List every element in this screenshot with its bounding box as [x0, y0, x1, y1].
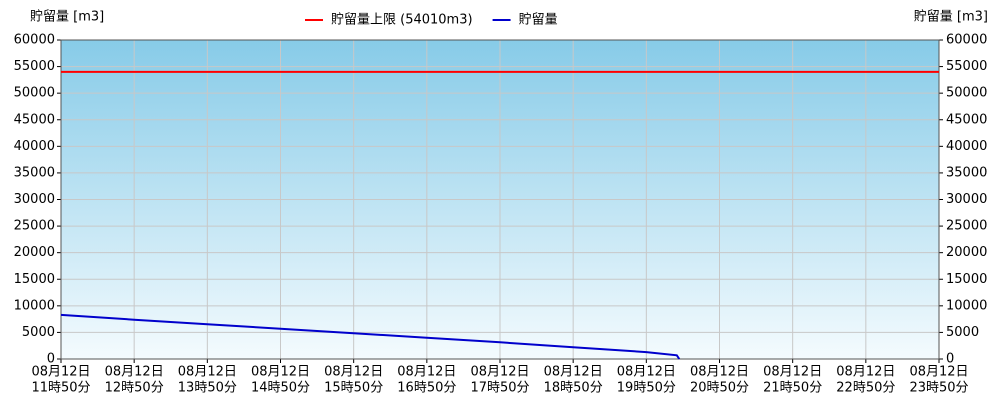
x-tick-label: 11時50分 [31, 381, 90, 396]
x-tick-label: 21時50分 [763, 381, 822, 396]
x-tick-label: 08月12日 [178, 365, 237, 380]
y-tick-label: 50000 [14, 86, 55, 101]
y2-tick-label: 45000 [946, 112, 987, 127]
y2-axis-title: 貯留量 [m3] [914, 10, 988, 25]
y-tick-label: 20000 [14, 245, 55, 260]
x-tick-label: 08月12日 [909, 365, 968, 380]
y2-tick-label: 25000 [946, 219, 987, 234]
y-tick-label: 25000 [14, 219, 55, 234]
y2-tick-label: 5000 [946, 325, 979, 340]
y-tick-label: 45000 [14, 112, 55, 127]
y2-tick-label: 10000 [946, 298, 987, 313]
plot-frame [60, 39, 940, 360]
x-tick-label: 12時50分 [105, 381, 164, 396]
x-tick-label: 08月12日 [763, 365, 822, 380]
y2-tick-label: 20000 [946, 245, 987, 260]
x-tick-label: 17時50分 [470, 381, 529, 396]
legend-label: 貯留量 [519, 13, 558, 28]
x-tick-label: 16時50分 [397, 381, 456, 396]
y-tick-label: 55000 [14, 59, 55, 74]
y-tick-label: 0 [47, 352, 55, 367]
y2-tick-label: 55000 [946, 59, 987, 74]
y-tick-label: 30000 [14, 192, 55, 207]
y-tick-label: 60000 [14, 33, 55, 48]
y-tick-label: 10000 [14, 298, 55, 313]
x-tick-label: 08月12日 [617, 365, 676, 380]
data-line [60, 313, 681, 360]
x-tick-label: 22時50分 [836, 381, 895, 396]
x-tick-label: 08月12日 [397, 365, 456, 380]
x-tick-label: 14時50分 [251, 381, 310, 396]
y2-tick-label: 50000 [946, 86, 987, 101]
y-tick-label: 5000 [22, 325, 55, 340]
x-tick-label: 08月12日 [251, 365, 310, 380]
x-tick-label: 08月12日 [470, 365, 529, 380]
y-tick-label: 40000 [14, 139, 55, 154]
y2-tick-label: 0 [946, 352, 954, 367]
y2-tick-label: 30000 [946, 192, 987, 207]
y-tick-label: 15000 [14, 272, 55, 287]
y2-tick-label: 40000 [946, 139, 987, 154]
y2-tick-label: 60000 [946, 33, 987, 48]
x-tick-label: 23時50分 [909, 381, 968, 396]
y-tick-label: 35000 [14, 165, 55, 180]
legend-label: 貯留量上限 (54010m3) [331, 13, 473, 28]
x-tick-label: 08月12日 [31, 365, 90, 380]
x-tick-label: 08月12日 [324, 365, 383, 380]
y2-tick-label: 15000 [946, 272, 987, 287]
y-axis-title: 貯留量 [m3] [30, 10, 104, 25]
x-tick-label: 08月12日 [105, 365, 164, 380]
y2-tick-label: 35000 [946, 165, 987, 180]
x-tick-label: 08月12日 [544, 365, 603, 380]
x-tick-label: 19時50分 [617, 381, 676, 396]
x-tick-label: 08月12日 [690, 365, 749, 380]
x-tick-label: 18時50分 [544, 381, 603, 396]
x-tick-label: 20時50分 [690, 381, 749, 396]
x-tick-label: 13時50分 [178, 381, 237, 396]
x-tick-label: 15時50分 [324, 381, 383, 396]
x-tick-label: 08月12日 [836, 365, 895, 380]
